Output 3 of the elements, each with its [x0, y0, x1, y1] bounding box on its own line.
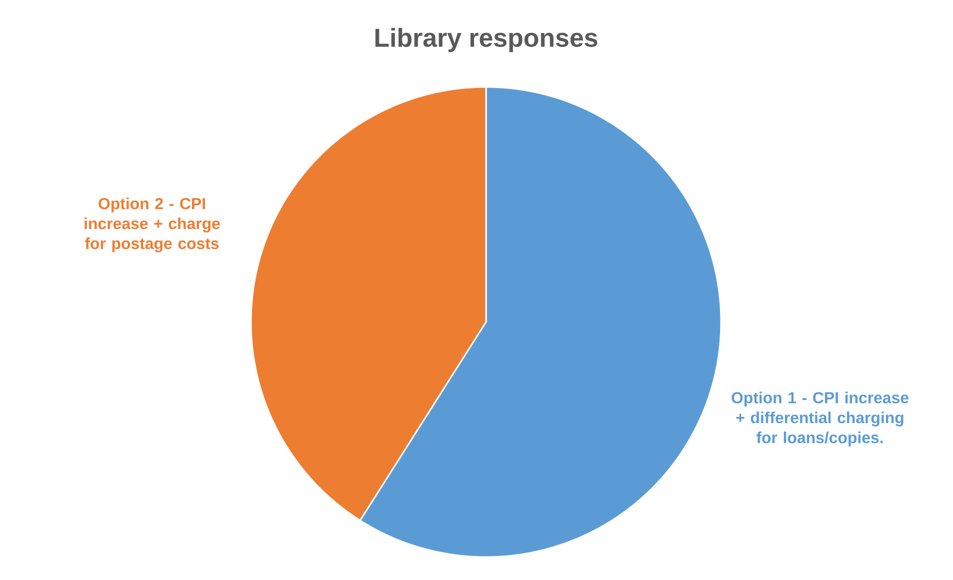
slice-label: Option 1 - CPI increase + differential charging for loans/copies.: [732, 392, 908, 446]
slice-label: Option 2 - CPI increase + charge for postage costs: [84, 198, 220, 252]
chart-title: Library responses: [375, 28, 598, 52]
